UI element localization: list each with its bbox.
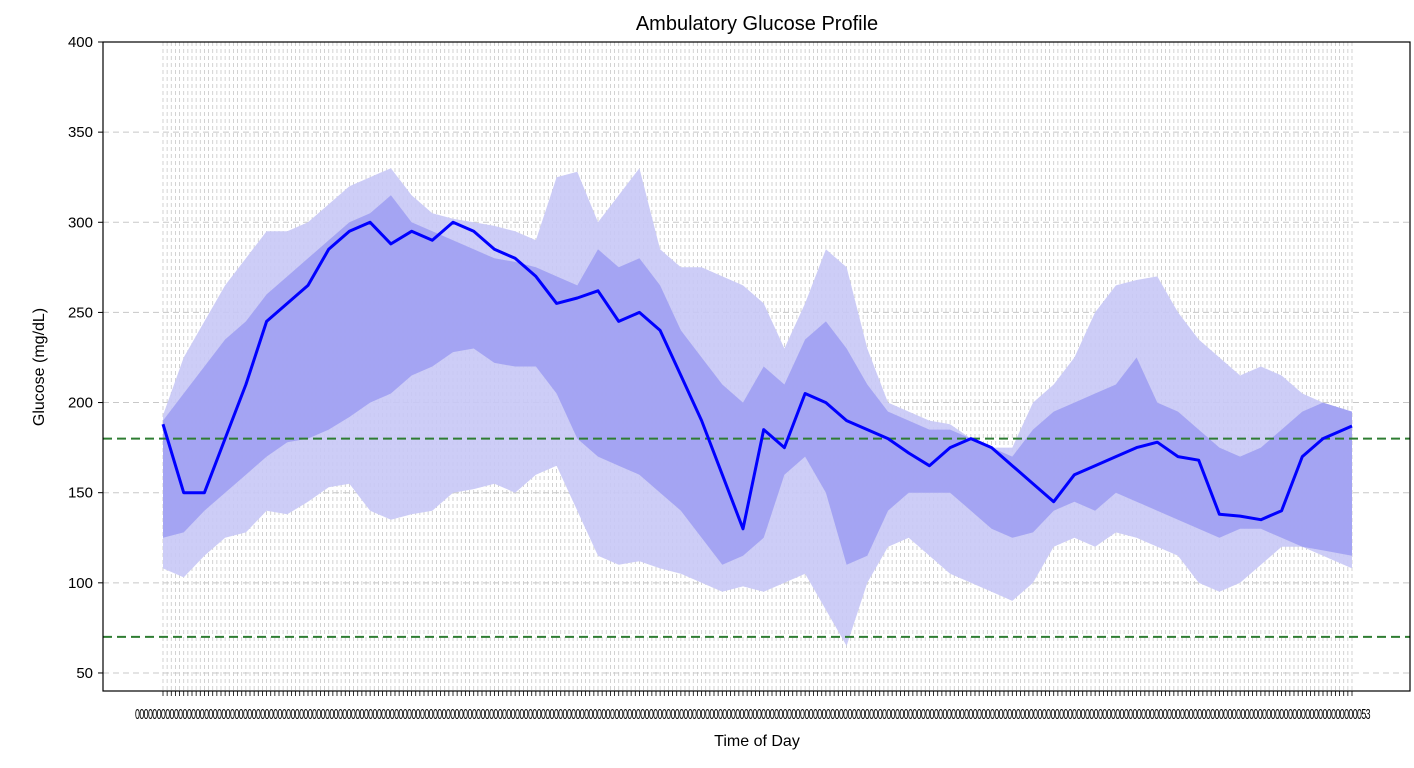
- x-axis-ticks: [162, 691, 1353, 696]
- chart-title: Ambulatory Glucose Profile: [636, 13, 878, 35]
- y-tick-label: 250: [68, 304, 93, 321]
- y-tick-label: 150: [68, 485, 93, 502]
- y-tick-label: 300: [68, 214, 93, 231]
- y-axis-ticks: 50 100 150 200 250 300 350 400: [68, 34, 103, 682]
- y-tick-label: 400: [68, 34, 93, 51]
- target-range-lines: [103, 437, 1410, 638]
- x-tick-labels: 0000000000000000000000000000000000000000…: [135, 706, 1370, 723]
- y-axis-label: Glucose (mg/dL): [31, 308, 48, 426]
- y-tick-label: 200: [68, 395, 93, 412]
- x-axis-label: Time of Day: [714, 733, 800, 750]
- median-glucose-line: [161, 220, 1353, 531]
- plot-frame: [102, 41, 1411, 692]
- y-tick-label: 50: [76, 665, 93, 682]
- y-tick-label: 100: [68, 575, 93, 592]
- percentile-25-75-band: [163, 195, 1352, 565]
- y-tick-label: 350: [68, 124, 93, 141]
